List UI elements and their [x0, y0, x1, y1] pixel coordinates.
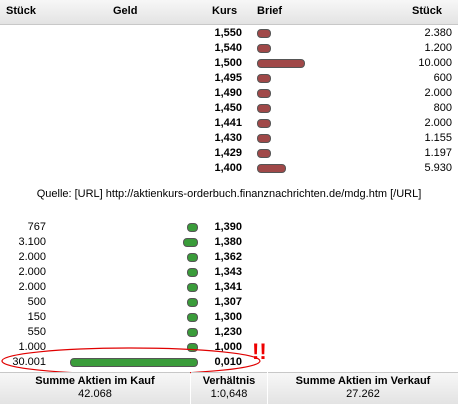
- geld-kurs: 1,307: [214, 296, 242, 308]
- geld-kurs: 1,000: [214, 341, 242, 353]
- brief-kurs: 1,490: [214, 87, 242, 99]
- brief-stueck: 600: [433, 72, 452, 84]
- brief-stueck: 1.155: [424, 132, 452, 144]
- geld-stueck: 1.000: [18, 341, 46, 353]
- brief-stueck: 5.930: [424, 162, 452, 174]
- geld-stueck: 550: [27, 326, 46, 338]
- geld-volume-bar: [187, 298, 198, 307]
- brief-volume-bar: [257, 29, 271, 38]
- brief-stueck: 10.000: [418, 57, 452, 69]
- header-kurs: Kurs: [212, 5, 238, 17]
- brief-kurs: 1,500: [214, 57, 242, 69]
- brief-volume-bar: [257, 74, 271, 83]
- geld-kurs: 1,341: [214, 281, 242, 293]
- brief-stueck: 2.000: [424, 87, 452, 99]
- brief-stueck: 2.000: [424, 117, 452, 129]
- brief-stueck: 1.200: [424, 42, 452, 54]
- source-link[interactable]: Quelle: [URL] http://aktienkurs-orderbuc…: [36, 188, 422, 200]
- geld-stueck: 2.000: [18, 266, 46, 278]
- brief-volume-bar: [257, 89, 271, 98]
- geld-volume-bar: [187, 313, 198, 322]
- brief-volume-bar: [257, 119, 271, 128]
- brief-stueck: 2.380: [424, 27, 452, 39]
- geld-stueck: 3.100: [18, 236, 46, 248]
- brief-kurs: 1,495: [214, 72, 242, 84]
- header-brief: Brief: [257, 5, 283, 17]
- geld-kurs: 1,230: [214, 326, 242, 338]
- header-stueck-left: Stück: [6, 5, 36, 17]
- header-geld: Geld: [113, 5, 138, 17]
- footer-kauf: Summe Aktien im Kauf 42.068: [0, 372, 190, 404]
- geld-kurs: 1,300: [214, 311, 242, 323]
- geld-kurs: 0,010: [214, 356, 242, 368]
- geld-stueck: 500: [27, 296, 46, 308]
- geld-volume-bar: [187, 253, 198, 262]
- geld-volume-bar: [70, 358, 198, 367]
- brief-kurs: 1,540: [214, 42, 242, 54]
- footer-verkauf-label: Summe Aktien im Verkauf: [295, 375, 431, 387]
- footer-kauf-value: 42.068: [78, 388, 112, 400]
- geld-volume-bar: [187, 328, 198, 337]
- brief-stueck: 1.197: [424, 147, 452, 159]
- footer-verkauf-value: 27.262: [346, 388, 380, 400]
- geld-volume-bar: [187, 268, 198, 277]
- geld-kurs: 1,380: [214, 236, 242, 248]
- brief-stueck: 800: [433, 102, 452, 114]
- brief-volume-bar: [257, 44, 271, 53]
- brief-volume-bar: [257, 104, 271, 113]
- geld-stueck: 767: [27, 221, 46, 233]
- footer-verkauf: Summe Aktien im Verkauf 27.262: [268, 372, 458, 404]
- geld-stueck: 30.001: [12, 356, 46, 368]
- brief-kurs: 1,450: [214, 102, 242, 114]
- brief-kurs: 1,400: [214, 162, 242, 174]
- brief-kurs: 1,441: [214, 117, 242, 129]
- geld-stueck: 2.000: [18, 281, 46, 293]
- exclamation-annotation: !!: [252, 339, 267, 364]
- brief-kurs: 1,429: [214, 147, 242, 159]
- geld-kurs: 1,343: [214, 266, 242, 278]
- geld-volume-bar: [183, 238, 198, 247]
- header-stueck-right: Stück: [412, 5, 442, 17]
- footer-ratio: Verhältnis 1:0,648: [191, 372, 267, 404]
- brief-volume-bar: [257, 149, 271, 158]
- brief-volume-bar: [257, 134, 271, 143]
- brief-volume-bar: [257, 59, 305, 68]
- brief-kurs: 1,550: [214, 27, 242, 39]
- geld-stueck: 150: [27, 311, 46, 323]
- geld-volume-bar: [187, 343, 198, 352]
- geld-volume-bar: [187, 283, 198, 292]
- orderbook-header: Stück Geld Kurs Brief Stück: [0, 0, 458, 25]
- brief-kurs: 1,430: [214, 132, 242, 144]
- footer-kauf-label: Summe Aktien im Kauf: [35, 375, 155, 387]
- geld-kurs: 1,390: [214, 221, 242, 233]
- geld-volume-bar: [187, 223, 198, 232]
- geld-stueck: 2.000: [18, 251, 46, 263]
- footer-ratio-value: 1:0,648: [210, 388, 248, 400]
- geld-kurs: 1,362: [214, 251, 242, 263]
- brief-volume-bar: [257, 164, 286, 173]
- footer-ratio-label: Verhältnis: [202, 375, 256, 387]
